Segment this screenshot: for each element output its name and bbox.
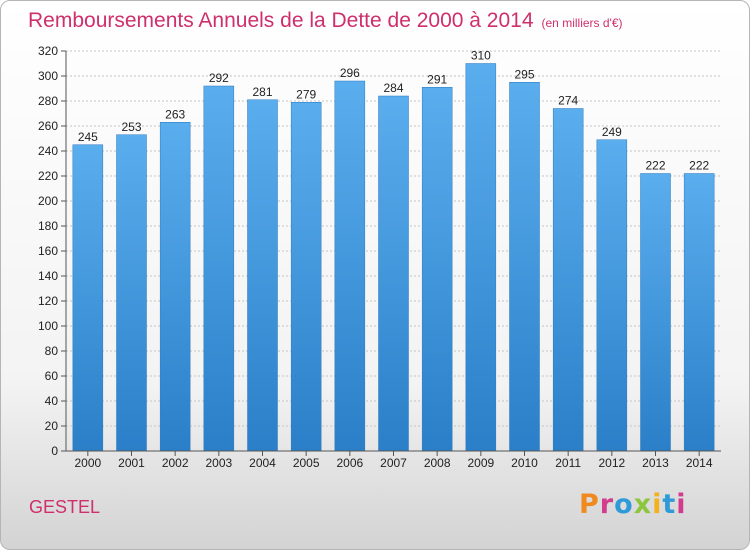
- y-tick-label: 220: [38, 169, 58, 183]
- x-tick-label: 2011: [555, 456, 581, 470]
- data-label: 249: [602, 125, 622, 139]
- data-label: 291: [427, 72, 447, 86]
- data-label: 279: [296, 87, 316, 101]
- data-label: 245: [78, 130, 98, 144]
- y-tick-label: 200: [38, 194, 58, 208]
- x-tick-label: 2005: [293, 456, 320, 470]
- y-tick-label: 20: [45, 419, 59, 433]
- y-tick-label: 300: [38, 69, 58, 83]
- logo-letter: t: [662, 489, 677, 520]
- y-tick-label: 260: [38, 119, 58, 133]
- y-tick-label: 120: [38, 294, 58, 308]
- y-tick-label: 60: [45, 369, 59, 383]
- y-tick-label: 140: [38, 269, 58, 283]
- commune-name: GESTEL: [29, 497, 101, 517]
- chart-title-text: Remboursements Annuels de la Dette de 20…: [28, 9, 534, 32]
- data-label: 263: [165, 107, 185, 121]
- x-tick-label: 2006: [336, 456, 363, 470]
- bar: [509, 82, 540, 452]
- logo-letter: i: [676, 489, 687, 520]
- bar: [378, 95, 409, 452]
- chart-unit: (en milliers d'€): [541, 16, 623, 30]
- bars: 245 253 263 292 281 279 296 284 291 310 295 274 249 2…: [72, 49, 715, 452]
- y-tick-label: 40: [45, 394, 59, 408]
- bar: [552, 108, 584, 452]
- x-tick-label: 2009: [467, 456, 494, 470]
- bar: [683, 173, 715, 452]
- x-tick-label: 2007: [380, 456, 407, 470]
- y-tick-label: 0: [51, 444, 58, 458]
- bar: [290, 102, 322, 452]
- axes: 0 20 40 60 80 100 120 140 160 180 200 220 240 260 280 3…: [38, 44, 721, 470]
- x-tick-label: 2004: [249, 456, 276, 470]
- bar: [596, 139, 628, 452]
- bar: [116, 134, 147, 452]
- bar: [334, 80, 366, 452]
- x-tick-label: 2001: [118, 456, 145, 470]
- x-tick-label: 2002: [162, 456, 189, 470]
- data-label: 253: [121, 120, 141, 134]
- data-label: 292: [209, 71, 229, 85]
- logo-letter: P: [579, 489, 600, 520]
- y-tick-label: 80: [45, 344, 59, 358]
- x-tick-label: 2013: [642, 456, 669, 470]
- logo-letter: o: [614, 489, 634, 520]
- bar: [247, 99, 278, 452]
- y-tick-label: 320: [38, 44, 58, 58]
- bar: [465, 63, 497, 452]
- bar: [72, 144, 104, 452]
- x-tick-label: 2014: [686, 456, 713, 470]
- logo-letter: r: [599, 489, 615, 520]
- y-tick-label: 100: [38, 319, 58, 333]
- proxiti-logo: Proxiti: [579, 489, 687, 520]
- bar: [203, 85, 235, 452]
- y-tick-label: 180: [38, 219, 58, 233]
- data-label: 274: [558, 94, 578, 108]
- data-label: 281: [252, 85, 272, 99]
- data-label: 222: [689, 159, 709, 173]
- bar: [421, 87, 453, 452]
- y-tick-label: 160: [38, 244, 58, 258]
- x-tick-label: 2012: [598, 456, 625, 470]
- data-label: 310: [471, 49, 491, 63]
- bar: [640, 173, 671, 452]
- x-tick-label: 2010: [511, 456, 538, 470]
- y-tick-label: 280: [38, 94, 58, 108]
- data-label: 284: [383, 81, 403, 95]
- data-label: 296: [340, 66, 360, 80]
- data-label: 295: [514, 67, 534, 81]
- y-tick-label: 240: [38, 144, 58, 158]
- x-tick-label: 2000: [74, 456, 101, 470]
- logo-letter: x: [633, 489, 653, 520]
- data-label: 222: [645, 159, 665, 173]
- logo-letter: i: [652, 489, 663, 520]
- chart-title: Remboursements Annuels de la Dette de 20…: [28, 9, 623, 33]
- bar: [159, 122, 191, 452]
- x-tick-label: 2008: [424, 456, 451, 470]
- x-tick-label: 2003: [205, 456, 232, 470]
